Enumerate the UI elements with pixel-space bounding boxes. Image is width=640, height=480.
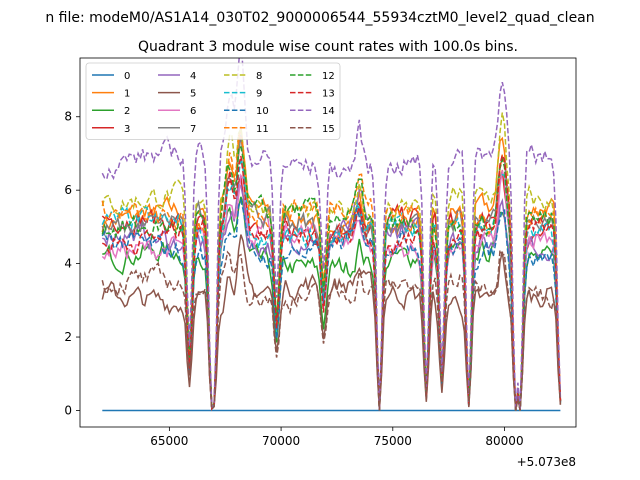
series-line-10 <box>101 198 562 411</box>
x-tick-label: 75000 <box>374 434 412 448</box>
legend-label: 6 <box>190 106 196 117</box>
series-line-9 <box>101 158 562 411</box>
legend-label: 5 <box>190 89 196 100</box>
legend-label: 11 <box>256 124 269 135</box>
y-tick-label: 2 <box>64 330 72 344</box>
series-line-4 <box>102 183 562 412</box>
legend-label: 7 <box>190 124 196 135</box>
legend-box <box>85 62 341 140</box>
series-line-11 <box>101 134 562 412</box>
plot-frame <box>79 57 577 428</box>
x-tick-label: 70000 <box>262 434 300 448</box>
legend-label: 1 <box>124 89 130 100</box>
legend-label: 12 <box>322 71 335 82</box>
y-tick-label: 0 <box>64 403 72 417</box>
legend-label: 8 <box>256 71 262 82</box>
legend-label: 4 <box>190 71 196 82</box>
y-tick-label: 4 <box>64 257 72 271</box>
series-line-15 <box>101 247 562 411</box>
legend-label: 10 <box>256 106 269 117</box>
x-offset-label: +5.073e8 <box>517 455 576 469</box>
x-axis: 65000 70000 75000 80000 <box>150 427 524 448</box>
legend-label: 13 <box>322 89 335 100</box>
series-line-12 <box>101 146 562 411</box>
legend-label: 3 <box>124 124 130 135</box>
series-line-13 <box>102 152 562 411</box>
y-tick-label: 6 <box>64 183 72 197</box>
x-tick-label: 65000 <box>150 434 188 448</box>
series-line-14 <box>101 58 562 411</box>
x-tick-label: 80000 <box>485 434 523 448</box>
legend-label: 14 <box>322 106 335 117</box>
series-line-8 <box>101 112 562 411</box>
legend-label: 0 <box>124 71 130 82</box>
figure-suptitle: n file: modeM0/AS1A14_030T02_9000006544_… <box>45 10 594 26</box>
legend-label: 2 <box>124 106 130 117</box>
legend-label: 15 <box>322 124 335 135</box>
chart-title: Quadrant 3 module wise count rates with … <box>138 39 518 55</box>
legend-label: 9 <box>256 89 262 100</box>
series-layer <box>101 58 562 412</box>
y-axis: 0 2 4 6 8 <box>64 110 80 417</box>
y-tick-label: 8 <box>64 110 72 124</box>
